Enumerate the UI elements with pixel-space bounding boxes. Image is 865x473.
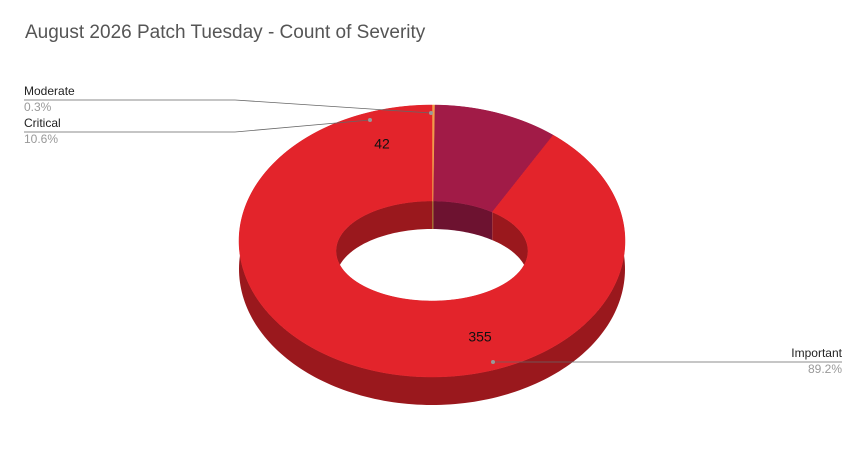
- chart-title: August 2026 Patch Tuesday - Count of Sev…: [25, 22, 426, 43]
- slice: [238, 104, 626, 378]
- legend-label: Moderate: [24, 84, 75, 98]
- percent-label: 89.2%: [808, 362, 842, 376]
- inner-wall: [432, 201, 434, 230]
- leader-dot: [368, 118, 372, 122]
- percent-label: 10.6%: [24, 132, 58, 146]
- leader-dot: [491, 360, 495, 364]
- legend-label: Important: [791, 346, 842, 360]
- percent-label: 0.3%: [24, 100, 52, 114]
- leader-line: [24, 119, 371, 133]
- data-label: 42: [374, 136, 390, 152]
- inner-wall: [433, 201, 493, 241]
- leader-dot: [429, 111, 433, 115]
- legend-label: Critical: [24, 116, 61, 130]
- data-label: 355: [468, 329, 492, 345]
- leader-line: [24, 99, 432, 114]
